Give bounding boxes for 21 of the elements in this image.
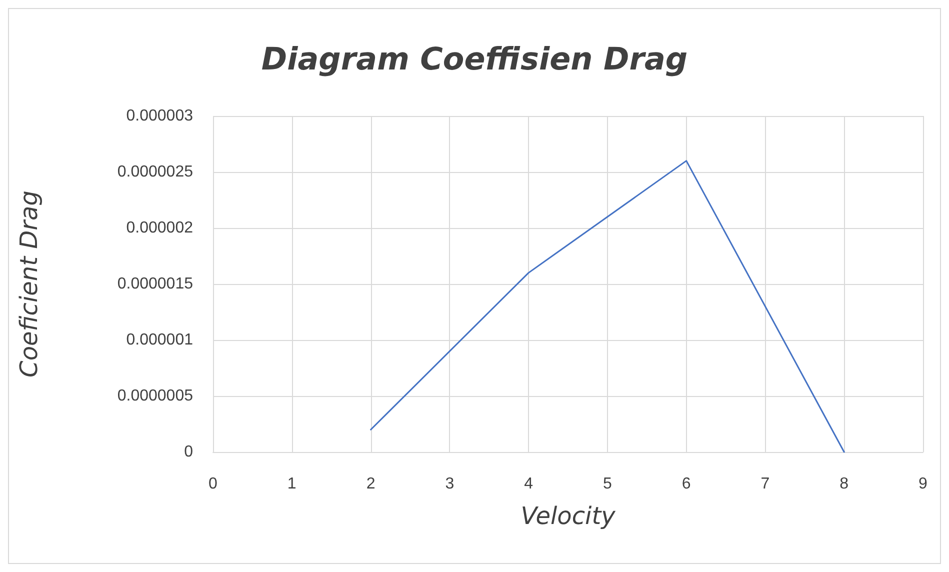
x-tick-label: 0	[208, 476, 218, 492]
x-tick-label: 3	[445, 476, 454, 492]
y-axis-title: Coeficient Drag	[15, 190, 43, 378]
x-tick-label: 8	[840, 476, 849, 492]
x-tick-label: 9	[918, 476, 928, 492]
line-series	[370, 160, 845, 453]
y-tick-label: 0.000001	[126, 332, 194, 348]
x-axis-title: Velocity	[520, 502, 616, 530]
y-tick-label: 0.0000015	[117, 276, 194, 292]
y-tick-label: 0.000003	[126, 108, 194, 124]
chart-title: Diagram Coeffisien Drag	[261, 42, 688, 78]
x-tick-label: 1	[287, 476, 296, 492]
x-tick-label: 6	[682, 476, 691, 492]
y-tick-label: 0.000002	[126, 220, 194, 236]
y-tick-label: 0.0000005	[117, 388, 194, 404]
x-tick-label: 5	[602, 476, 612, 492]
x-tick-label: 2	[366, 476, 376, 492]
y-tick-label: 0	[184, 444, 194, 460]
y-tick-label: 0.0000025	[117, 164, 194, 180]
x-tick-label: 4	[524, 476, 534, 492]
x-tick-label: 7	[760, 476, 770, 492]
